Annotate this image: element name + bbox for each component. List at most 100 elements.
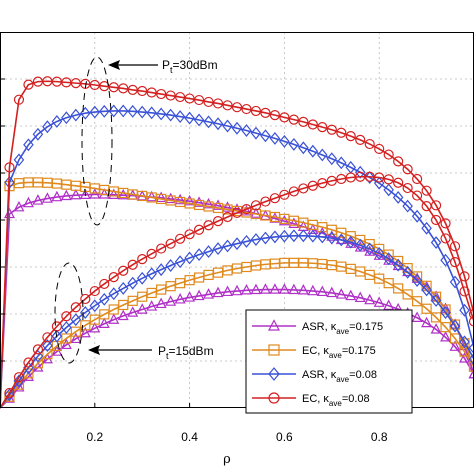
series-layer <box>0 76 474 409</box>
data-point <box>268 344 280 356</box>
data-point <box>336 173 347 185</box>
data-point <box>307 284 319 296</box>
legend-entry: EC, κave=0.08 <box>252 392 370 408</box>
data-point <box>402 164 413 175</box>
data-point <box>364 293 376 305</box>
annotation-15dbm-sub: t <box>166 351 169 361</box>
data-point <box>449 257 461 268</box>
data-point <box>449 333 461 344</box>
data-point <box>402 289 413 300</box>
data-point <box>61 321 72 334</box>
data-point <box>268 319 280 331</box>
data-point <box>89 321 101 333</box>
data-point <box>23 357 34 368</box>
data-point <box>175 91 186 103</box>
data-point <box>298 141 309 155</box>
data-point <box>307 180 318 191</box>
data-point <box>155 263 167 277</box>
data-point <box>383 149 394 160</box>
data-point <box>468 341 474 355</box>
data-point <box>117 188 129 200</box>
data-point <box>51 190 63 202</box>
data-point <box>184 229 195 240</box>
data-point <box>127 104 138 118</box>
data-point <box>307 144 319 158</box>
legend-label: ASR, κave=0.08 <box>302 369 377 384</box>
data-point <box>203 288 215 299</box>
data-point <box>80 106 91 120</box>
data-point <box>326 286 338 298</box>
data-point <box>468 361 474 372</box>
data-point <box>174 110 186 124</box>
data-point <box>241 103 252 115</box>
data-point <box>51 115 63 128</box>
data-point <box>32 194 44 205</box>
data-point <box>108 188 120 200</box>
data-point <box>42 349 53 360</box>
data-point <box>13 153 25 167</box>
data-point <box>231 121 243 135</box>
data-point <box>449 275 461 289</box>
data-point <box>156 243 167 254</box>
data-point <box>459 335 470 349</box>
data-point <box>468 352 474 366</box>
data-point <box>13 200 25 212</box>
data-point <box>222 201 234 212</box>
data-point <box>212 117 224 131</box>
data-point <box>269 109 281 121</box>
data-point <box>440 331 452 342</box>
data-point <box>155 297 167 309</box>
data-point <box>279 112 290 123</box>
data-point <box>79 326 91 338</box>
data-point <box>316 285 328 297</box>
data-point <box>98 188 110 199</box>
data-point <box>364 171 375 184</box>
data-point <box>70 326 81 337</box>
series-circle <box>0 76 474 409</box>
data-point <box>42 120 53 134</box>
data-point <box>345 289 357 301</box>
data-point <box>80 78 91 89</box>
data-point <box>288 137 300 151</box>
data-point <box>430 294 442 307</box>
data-point <box>392 258 404 272</box>
data-point <box>174 193 186 205</box>
data-point <box>430 312 442 323</box>
data-point <box>80 320 91 331</box>
data-point <box>174 293 186 304</box>
data-point <box>184 194 196 206</box>
data-point <box>412 190 423 201</box>
data-point <box>241 203 252 215</box>
data-point <box>383 278 394 289</box>
data-point <box>440 304 451 315</box>
data-point <box>89 105 101 119</box>
data-point <box>440 253 451 267</box>
data-point <box>184 93 195 104</box>
data-point <box>250 200 262 211</box>
data-point <box>193 196 205 207</box>
data-point <box>459 303 470 317</box>
data-point <box>468 308 474 320</box>
data-point <box>355 134 366 146</box>
data-point <box>240 284 252 295</box>
data-point <box>70 108 82 122</box>
data-point <box>326 231 338 245</box>
data-point <box>383 299 395 310</box>
data-point <box>345 235 357 249</box>
data-point <box>383 174 394 185</box>
data-point <box>89 285 100 297</box>
series-diamond <box>0 104 474 409</box>
data-point <box>402 199 413 213</box>
data-point <box>335 288 347 299</box>
annotation-15dbm-text: Pt=15dBm <box>158 344 214 361</box>
data-point <box>354 291 366 303</box>
annotation-15dbm: Pt=15dBm <box>54 262 214 364</box>
data-point <box>108 272 119 283</box>
data-point <box>468 367 474 379</box>
data-point <box>193 113 205 127</box>
data-point <box>41 192 53 203</box>
data-point <box>89 314 100 325</box>
data-point <box>326 124 337 135</box>
annotation-15dbm-ellipse <box>54 262 84 364</box>
